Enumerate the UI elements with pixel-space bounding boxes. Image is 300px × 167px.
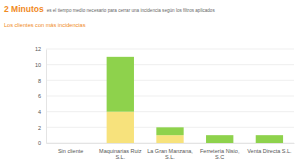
x-tick-label-line: La Gran Manzana, bbox=[147, 148, 193, 154]
grid bbox=[46, 49, 294, 143]
x-tick: Venta Directa S.L. bbox=[247, 143, 292, 154]
y-tick-label: 4 bbox=[38, 109, 41, 115]
y-axis-line bbox=[46, 50, 47, 144]
y-tick-label: 10 bbox=[35, 62, 41, 68]
y-tick-label: 12 bbox=[35, 46, 41, 52]
grid-line bbox=[46, 96, 294, 97]
x-tick-label: Sin cliente bbox=[58, 148, 83, 154]
y-tick: 8 bbox=[38, 78, 46, 84]
series bbox=[107, 57, 283, 143]
bar bbox=[156, 127, 183, 135]
grid-line bbox=[46, 49, 294, 50]
x-tick-label: Maquinarias RuizS.L. bbox=[99, 148, 142, 160]
x-tick: La Gran Manzana,S.L. bbox=[147, 143, 193, 160]
bars bbox=[107, 57, 283, 143]
x-tick-label-line: Maquinarias Ruiz bbox=[99, 148, 142, 154]
bar bbox=[107, 112, 134, 143]
bar bbox=[57, 143, 84, 144]
x-tick: Sin cliente bbox=[58, 143, 83, 154]
bar bbox=[107, 57, 134, 112]
x-tick: Maquinarias RuizS.L. bbox=[99, 143, 142, 160]
y-tick: 6 bbox=[38, 93, 46, 99]
chart: 2 Minutoses el tiempo medio necesario pa… bbox=[0, 0, 300, 167]
y-tick-label: 6 bbox=[38, 93, 41, 99]
x-tick-label: La Gran Manzana,S.L. bbox=[147, 148, 193, 160]
x-tick-label: Venta Directa S.L. bbox=[247, 148, 292, 154]
grid-line bbox=[46, 80, 294, 81]
x-tick-label-line: S.L. bbox=[115, 154, 125, 160]
bar bbox=[206, 135, 233, 143]
y-tick-label: 0 bbox=[38, 140, 41, 146]
bar bbox=[156, 135, 183, 143]
y-tick: 0 bbox=[38, 140, 46, 146]
x-tick-label-line: Ferretería Nisio, bbox=[200, 148, 240, 154]
headline: 2 Minutoses el tiempo medio necesario pa… bbox=[4, 4, 215, 14]
y-axis: 0 2 4 6 8 10 12 bbox=[35, 46, 47, 146]
x-tick: Ferretería Nisio,S.C bbox=[200, 143, 240, 160]
x-tick-label: Ferretería Nisio,S.C bbox=[200, 148, 240, 160]
x-tick-label-line: Sin cliente bbox=[58, 148, 83, 154]
y-tick: 10 bbox=[35, 62, 46, 68]
grid-line bbox=[46, 111, 294, 112]
bar bbox=[57, 143, 84, 144]
x-tick-label-line: S.C bbox=[215, 154, 224, 160]
series bbox=[107, 112, 184, 143]
plot: 024681012Sin clienteMaquinarias RuizS.L.… bbox=[35, 46, 295, 160]
title: Los clientes con más incidencias bbox=[4, 22, 86, 28]
headline-text: es el tiempo medio necesario para cerrar… bbox=[47, 8, 216, 13]
y-tick-label: 8 bbox=[38, 78, 41, 84]
x-axis: Sin clienteMaquinarias RuizS.L.La Gran M… bbox=[47, 143, 295, 160]
y-tick: 4 bbox=[38, 109, 46, 115]
x-axis-line bbox=[47, 143, 295, 144]
y-tick: 2 bbox=[38, 125, 46, 131]
y-tick: 12 bbox=[35, 46, 46, 52]
x-tick-label-line: S.L. bbox=[165, 154, 175, 160]
y-tick-label: 2 bbox=[38, 125, 41, 131]
headline-value: 2 Minutos bbox=[4, 4, 44, 14]
x-tick-label-line: Venta Directa S.L. bbox=[247, 148, 292, 154]
grid-line bbox=[46, 64, 294, 65]
bar bbox=[256, 135, 283, 143]
